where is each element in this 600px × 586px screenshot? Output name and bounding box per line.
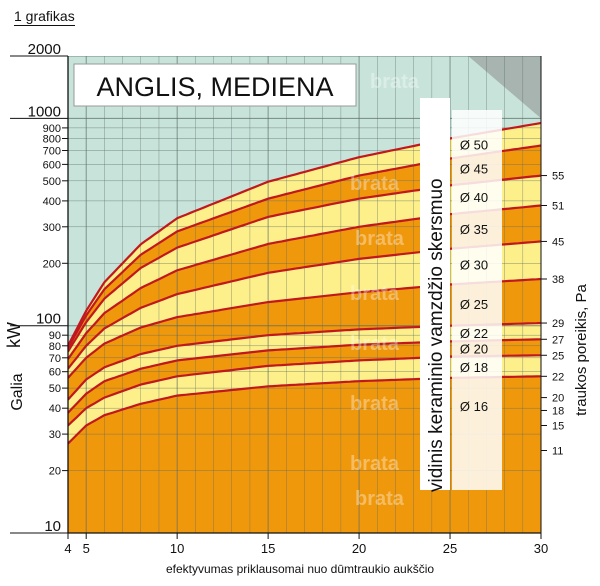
diameter-label: Ø 25: [460, 297, 488, 312]
y-tick-label: 60: [49, 367, 61, 379]
x-tick-label: 30: [534, 541, 548, 556]
watermark-text: brata: [355, 488, 405, 510]
right-tick-label: 18: [552, 405, 564, 417]
y-tick-label: 600: [43, 159, 61, 171]
right-tick-label: 38: [552, 274, 564, 286]
right-tick-label: 25: [552, 350, 564, 362]
right-tick-label: 55: [552, 171, 564, 183]
y-tick-label: 1000: [28, 103, 61, 120]
diameter-label-column: vidinis keraminio vamzdžio skersmuo Ø 16 Ø…: [420, 98, 502, 492]
watermark-text: brata: [350, 333, 400, 355]
watermark-text: brata: [355, 228, 405, 250]
y-tick-label: 90: [49, 330, 61, 342]
diameter-label: Ø 30: [460, 258, 488, 273]
watermark-text: brata: [350, 393, 400, 415]
band-label: vidinis keraminio vamzdžio skersmuo: [426, 178, 447, 492]
y-axis-unit: kW: [4, 322, 24, 348]
y-tick-label: 10: [44, 518, 61, 535]
y-tick-label: 2000: [28, 41, 61, 58]
x-tick-label: 20: [352, 541, 366, 556]
right-tick-label: 22: [552, 371, 564, 383]
diameter-label: Ø 18: [460, 360, 488, 375]
watermark-text: brata: [350, 283, 400, 305]
watermark: brata brata brata brata brata brata brata brata: [350, 71, 420, 510]
y-axis-label: Galia: [9, 373, 26, 410]
diameter-label: Ø 50: [460, 137, 488, 152]
grid: [68, 56, 541, 533]
x-tick-label: 25: [443, 541, 457, 556]
diameter-label: Ø 45: [460, 162, 488, 177]
figure-caption: 1 grafikas: [14, 8, 75, 26]
chart-title-box: ANGLIS, MEDIENA: [73, 63, 357, 107]
watermark-text: brata: [350, 173, 400, 195]
y-tick-label: 700: [43, 146, 61, 158]
x-axis-label: efektyvumas priklausomai nuo dūmtraukio …: [165, 562, 435, 576]
right-tick-label: 15: [552, 421, 564, 433]
right-tick-label: 45: [552, 236, 564, 248]
watermark-text: brata: [350, 453, 400, 475]
x-tick-label: 15: [261, 541, 275, 556]
y-tick-label: 40: [49, 403, 61, 415]
right-tick-label: 20: [552, 393, 564, 405]
right-tick-label: 27: [552, 334, 564, 346]
band-20: [68, 339, 541, 426]
chart-title: ANGLIS, MEDIENA: [96, 72, 333, 102]
y-tick-label: 50: [49, 383, 61, 395]
y-tick-label: 20: [49, 466, 61, 478]
right-tick-label: 11: [552, 446, 563, 458]
y-tick-label: 800: [43, 133, 61, 145]
x-tick-label: 10: [170, 541, 184, 556]
y-tick-label: 300: [43, 222, 61, 234]
diameter-label: Ø 20: [460, 341, 488, 356]
right-tick-label: 51: [552, 201, 564, 213]
x-tick-label: 4: [64, 541, 71, 556]
y-tick-label: 70: [49, 353, 61, 365]
diameter-label: Ø 40: [460, 190, 488, 205]
x-tick-label: 5: [83, 541, 90, 556]
y-tick-label: 30: [49, 429, 61, 441]
y-tick-label: 900: [43, 123, 61, 135]
diameter-label: Ø 35: [460, 222, 488, 237]
right-tick-label: 29: [552, 318, 564, 330]
title-box: [73, 63, 357, 107]
y-tick-label: 200: [43, 258, 61, 270]
diameter-column: [452, 110, 502, 490]
diameter-label: Ø 16: [460, 399, 488, 414]
y-tick-label: 100: [36, 311, 61, 328]
y-tick-label: 500: [43, 176, 61, 188]
right-axis-label: traukos poreikis, Pa: [573, 283, 590, 415]
watermark-text: brata: [370, 71, 420, 93]
diameter-label: Ø 22: [460, 326, 488, 341]
y-tick-label: 400: [43, 196, 61, 208]
band-label-background: [420, 98, 450, 490]
y-tick-label: 80: [49, 341, 61, 353]
